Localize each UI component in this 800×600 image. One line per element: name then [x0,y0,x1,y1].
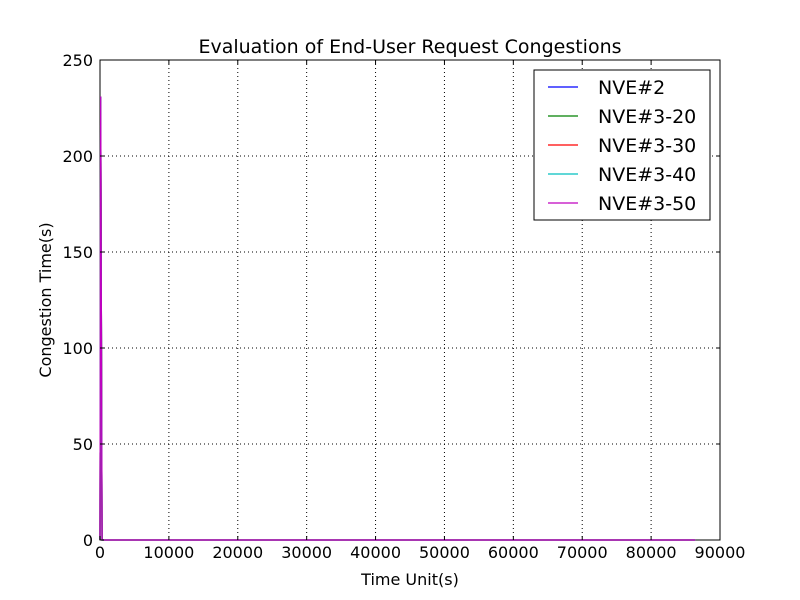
x-tick-label: 10000 [143,543,194,562]
x-tick-label: 90000 [695,543,746,562]
y-axis-label: Congestion Time(s) [36,222,55,377]
x-tick-label: 20000 [212,543,263,562]
y-tick-label: 0 [83,531,93,550]
x-tick-label: 30000 [281,543,332,562]
x-tick-label: 50000 [419,543,470,562]
y-tick-label: 250 [62,51,93,70]
y-tick-label: 200 [62,147,93,166]
x-tick-label: 60000 [488,543,539,562]
x-tick-label: 70000 [557,543,608,562]
legend-label: NVE#2 [598,77,665,99]
x-axis-label: Time Unit(s) [360,570,459,589]
chart-title: Evaluation of End-User Request Congestio… [198,36,621,58]
y-tick-label: 50 [73,435,93,454]
x-tick-label: 80000 [626,543,677,562]
legend-label: NVE#3-40 [598,164,696,186]
legend-label: NVE#3-20 [598,106,696,128]
y-tick-label: 100 [62,339,93,358]
y-tick-label: 150 [62,243,93,262]
x-tick-label: 40000 [350,543,401,562]
legend: NVE#2 NVE#3-20 NVE#3-30 NVE#3-40 NVE#3-50 [533,69,711,221]
x-tick-label: 0 [95,543,105,562]
legend-label: NVE#3-50 [598,193,696,215]
series-line-nve-3-50 [99,96,696,541]
axis-ticks: 0 10000 20000 30000 40000 50000 60000 70000 8000… [62,51,745,562]
series-lines [99,96,696,541]
legend-label: NVE#3-30 [598,135,696,157]
